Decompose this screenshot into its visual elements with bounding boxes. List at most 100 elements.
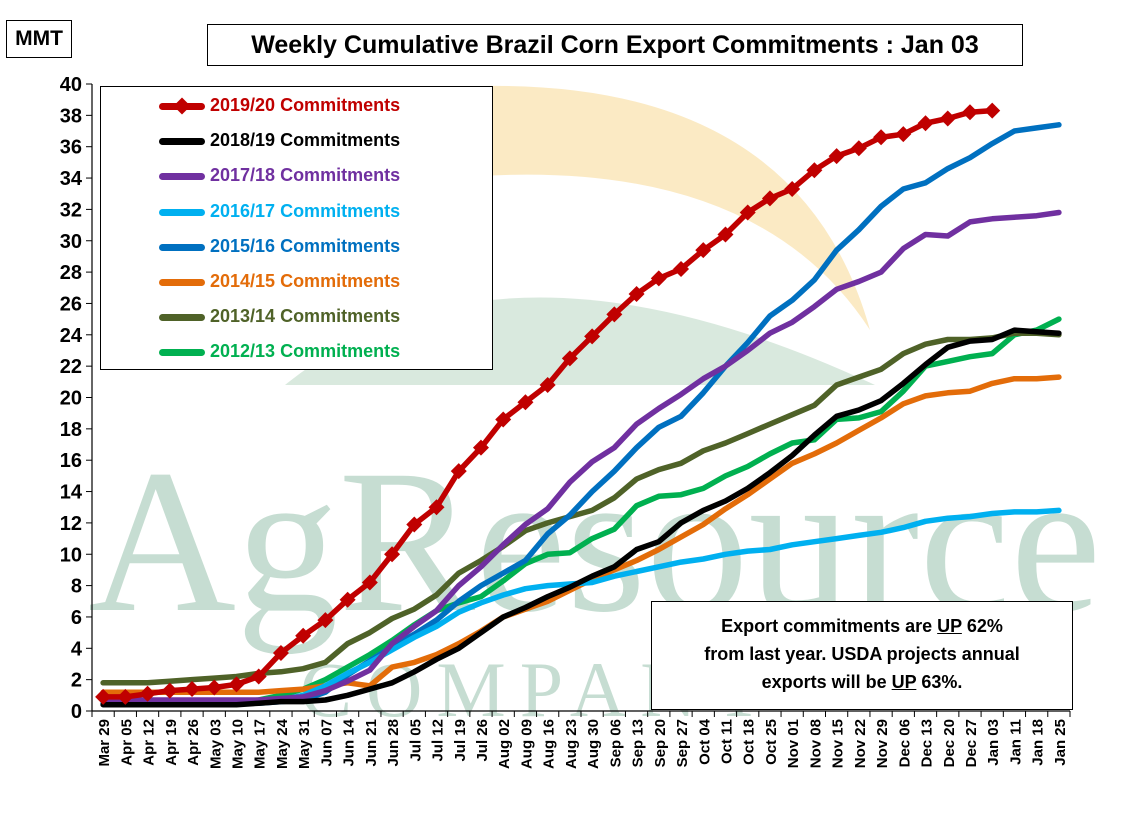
y-tick-label: 36 <box>60 137 82 159</box>
data-point <box>717 226 734 243</box>
x-tick-label: Aug 16 <box>541 719 558 769</box>
x-tick-label: Jul 26 <box>474 719 491 762</box>
x-tick-label: Jun 14 <box>341 718 358 766</box>
data-point <box>295 627 312 644</box>
data-point <box>139 685 156 702</box>
legend-item: 2012/13 Commitments <box>101 335 492 370</box>
x-tick-label: Apr 26 <box>185 719 202 766</box>
x-tick-label: Sep 06 <box>607 719 624 767</box>
data-point <box>206 679 223 696</box>
series-layer <box>95 102 1062 708</box>
legend-swatch <box>159 173 205 181</box>
data-point <box>561 350 578 367</box>
series-line <box>100 209 1062 703</box>
data-point <box>695 242 712 259</box>
data-point <box>828 148 845 165</box>
data-point <box>406 516 423 533</box>
legend-label: 2012/13 Commitments <box>210 341 401 362</box>
y-tick-label: 12 <box>60 513 82 535</box>
data-point <box>895 126 912 143</box>
chart-title: Weekly Cumulative Brazil Corn Export Com… <box>207 24 1023 66</box>
data-point <box>917 115 934 132</box>
x-tick-label: Oct 25 <box>763 719 780 765</box>
x-tick-label: Sep 20 <box>652 719 669 767</box>
annotation-line-3: exports will be UP 63%. <box>652 668 1072 696</box>
y-tick-label: 22 <box>60 356 82 378</box>
y-tick-label: 8 <box>71 576 82 598</box>
x-tick-label: Jan 18 <box>1030 719 1047 766</box>
x-tick-label: Nov 08 <box>807 719 824 768</box>
x-tick-label: Dec 20 <box>941 719 958 767</box>
y-tick-label: 2 <box>71 670 82 692</box>
data-point <box>117 688 134 705</box>
legend-swatch <box>159 138 205 146</box>
x-tick-label: Mar 29 <box>96 719 113 767</box>
data-point <box>228 676 245 693</box>
x-tick-label: Jul 19 <box>452 719 469 762</box>
x-tick-label: May 10 <box>229 719 246 769</box>
annotation-up-2: UP <box>891 672 917 692</box>
annotation-line-2: from last year. USDA projects annual <box>704 644 1020 664</box>
y-tick-label: 28 <box>60 262 82 284</box>
y-tick-label: 30 <box>60 231 82 253</box>
data-point <box>806 162 823 179</box>
data-point <box>384 546 401 563</box>
x-tick-label: Aug 02 <box>496 719 513 769</box>
annotation-pct-2: 63%. <box>916 672 963 692</box>
legend-label: 2017/18 Commitments <box>210 165 401 186</box>
axes: 0246810121416182022242628303234363840Mar… <box>60 74 1071 769</box>
y-tick-label: 24 <box>60 325 83 347</box>
legend-label: 2019/20 Commitments <box>210 95 401 115</box>
legend-item: 2019/20 Commitments <box>101 89 492 124</box>
annotation-pct-1: 62% <box>961 616 1003 636</box>
legend-label: 2015/16 Commitments <box>210 235 401 256</box>
annotation-line-1: Export commitments are UP 62% <box>652 612 1072 640</box>
x-tick-label: Oct 04 <box>696 718 713 765</box>
x-tick-label: Nov 22 <box>852 719 869 768</box>
y-tick-label: 14 <box>60 482 83 504</box>
x-tick-label: Sep 27 <box>674 719 691 767</box>
legend-item: 2014/15 Commitments <box>101 265 492 300</box>
data-point <box>361 574 378 591</box>
x-tick-label: Aug 30 <box>585 719 602 769</box>
data-point <box>984 102 1001 119</box>
legend-item: 2015/16 Commitments <box>101 230 492 265</box>
data-point <box>339 591 356 608</box>
data-point <box>761 190 778 207</box>
annotation-up-1: UP <box>937 616 962 636</box>
x-tick-label: Dec 06 <box>896 719 913 767</box>
legend-swatch <box>159 208 205 216</box>
data-point <box>539 376 556 393</box>
legend-label: 2014/15 Commitments <box>210 271 401 291</box>
x-tick-label: Jul 12 <box>430 719 447 762</box>
legend-swatch <box>159 243 205 251</box>
y-tick-label: 0 <box>71 701 82 723</box>
x-tick-label: Oct 18 <box>741 719 758 765</box>
x-tick-label: Oct 11 <box>718 719 735 764</box>
y-tick-label: 16 <box>60 450 82 472</box>
data-point <box>606 306 623 323</box>
series-line <box>100 327 1062 708</box>
x-tick-label: Jun 07 <box>318 719 335 767</box>
y-tick-label: 4 <box>71 638 83 660</box>
data-point <box>784 181 801 198</box>
x-tick-label: Apr 19 <box>163 719 180 766</box>
legend-item: 2016/17 Commitments <box>101 195 492 230</box>
data-point <box>517 394 534 411</box>
legend-item: 2018/19 Commitments <box>101 124 492 159</box>
x-tick-label: Dec 13 <box>919 719 936 767</box>
x-tick-label: May 24 <box>274 718 291 769</box>
x-tick-label: Sep 13 <box>630 719 647 767</box>
unit-label: MMT <box>6 20 72 58</box>
x-tick-label: Nov 29 <box>874 719 891 768</box>
data-point <box>317 612 334 629</box>
data-point <box>272 645 289 662</box>
legend-label: 2018/19 Commitments <box>210 130 401 151</box>
x-tick-label: Dec 27 <box>963 719 980 767</box>
y-tick-label: 6 <box>71 607 82 629</box>
watermark-sun-arc <box>480 85 870 330</box>
y-tick-label: 38 <box>60 105 82 127</box>
data-point <box>250 668 267 685</box>
x-tick-label: Apr 05 <box>118 719 135 766</box>
data-point <box>495 411 512 428</box>
